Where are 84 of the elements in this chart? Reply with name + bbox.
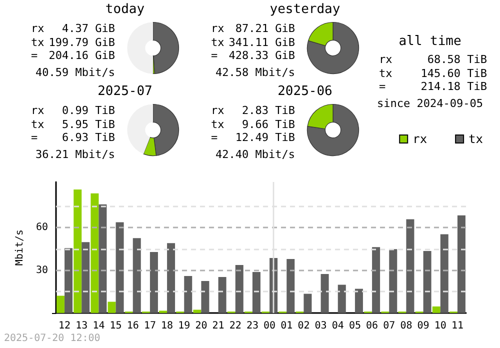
text: tx 199.79 GiB xyxy=(30,36,115,49)
bar xyxy=(132,238,141,313)
bar xyxy=(184,276,192,313)
text: = 204.16 GiB xyxy=(30,49,115,62)
bar xyxy=(304,294,312,313)
bar xyxy=(74,190,82,313)
bar xyxy=(116,222,124,313)
bar xyxy=(90,193,99,313)
bar xyxy=(457,215,466,313)
bar xyxy=(201,280,210,313)
text: rx 68.58 TiB xyxy=(379,53,487,66)
x-tick-label: 12 xyxy=(58,320,71,332)
chart-title: today xyxy=(104,2,146,17)
x-tick-label: 13 xyxy=(76,320,88,332)
x-tick-label: 23 xyxy=(246,320,258,332)
text: tx 5.95 TiB xyxy=(31,118,115,130)
x-tick-label: 01 xyxy=(280,320,293,332)
bar xyxy=(406,219,414,313)
text: = 6.93 TiB xyxy=(31,131,115,144)
x-tick-label: 00 xyxy=(264,320,276,332)
bar xyxy=(150,252,158,313)
x-tick-label: 03 xyxy=(314,320,327,332)
bar xyxy=(423,251,432,313)
bar xyxy=(218,276,226,313)
text: = 12.49 TiB xyxy=(211,131,295,144)
text: tx 145.60 TiB xyxy=(379,66,487,80)
text: = 428.33 GiB xyxy=(210,49,295,62)
bar xyxy=(82,242,90,313)
text: tx 341.11 GiB xyxy=(210,36,295,49)
x-tick-label: 15 xyxy=(110,320,122,332)
y-tick-label: 60 xyxy=(36,222,48,234)
x-tick-label: 11 xyxy=(451,320,464,332)
legend-label: tx xyxy=(468,132,484,146)
x-tick-label: 16 xyxy=(126,320,139,332)
x-tick-label: 04 xyxy=(332,320,344,332)
bar xyxy=(354,288,363,313)
bar xyxy=(389,249,398,313)
x-tick-label: 22 xyxy=(229,320,242,332)
bar xyxy=(432,306,440,313)
text: = 214.18 TiB xyxy=(379,80,487,93)
text: 42.58 Mbit/s xyxy=(214,66,295,79)
bar xyxy=(286,259,295,313)
text: all time xyxy=(398,34,462,49)
text: 36.21 Mbit/s xyxy=(34,148,115,161)
y-tick-label: 30 xyxy=(36,264,48,276)
bar xyxy=(320,274,329,313)
x-tick-label: 18 xyxy=(161,320,174,332)
x-tick-label: 02 xyxy=(298,320,310,332)
text: 2025-07-20 12:00 xyxy=(4,333,100,344)
x-tick-label: 09 xyxy=(417,320,430,332)
bar xyxy=(440,234,448,313)
text: 42.40 Mbit/s xyxy=(214,148,295,161)
bar xyxy=(167,243,176,313)
text: rx 87.21 GiB xyxy=(210,22,295,36)
legend-label: rx xyxy=(412,132,428,146)
text: rx 0.99 TiB xyxy=(31,104,115,117)
bar xyxy=(56,296,65,313)
x-tick-label: 08 xyxy=(400,320,412,332)
x-tick-label: 10 xyxy=(434,320,446,332)
x-tick-label: 05 xyxy=(348,320,361,332)
bar xyxy=(252,272,260,313)
bar xyxy=(193,310,202,313)
chart-title: yesterday xyxy=(268,2,342,17)
x-tick-label: 17 xyxy=(144,320,156,332)
text: rx 4.37 GiB xyxy=(31,22,115,35)
x-tick-label: 06 xyxy=(366,320,378,332)
text: tx 9.66 TiB xyxy=(211,118,295,130)
text: rx 2.83 TiB xyxy=(211,104,295,117)
x-tick-label: 07 xyxy=(383,320,396,332)
bar xyxy=(372,247,380,313)
bar xyxy=(98,204,107,313)
chart-title: 2025-06 xyxy=(276,84,334,99)
y-axis-title: Mbit/s xyxy=(14,229,26,266)
bar xyxy=(338,284,346,313)
x-tick-label: 19 xyxy=(178,320,190,332)
chart-title: 2025-07 xyxy=(96,84,154,99)
x-tick-label: 20 xyxy=(195,320,208,332)
bar xyxy=(235,265,244,313)
text: 40.59 Mbit/s xyxy=(34,66,115,79)
bar xyxy=(108,302,116,313)
x-tick-label: 14 xyxy=(92,320,105,332)
text: since 2024-09-05 xyxy=(376,96,484,110)
bar xyxy=(64,248,73,313)
x-tick-label: 21 xyxy=(212,320,224,332)
